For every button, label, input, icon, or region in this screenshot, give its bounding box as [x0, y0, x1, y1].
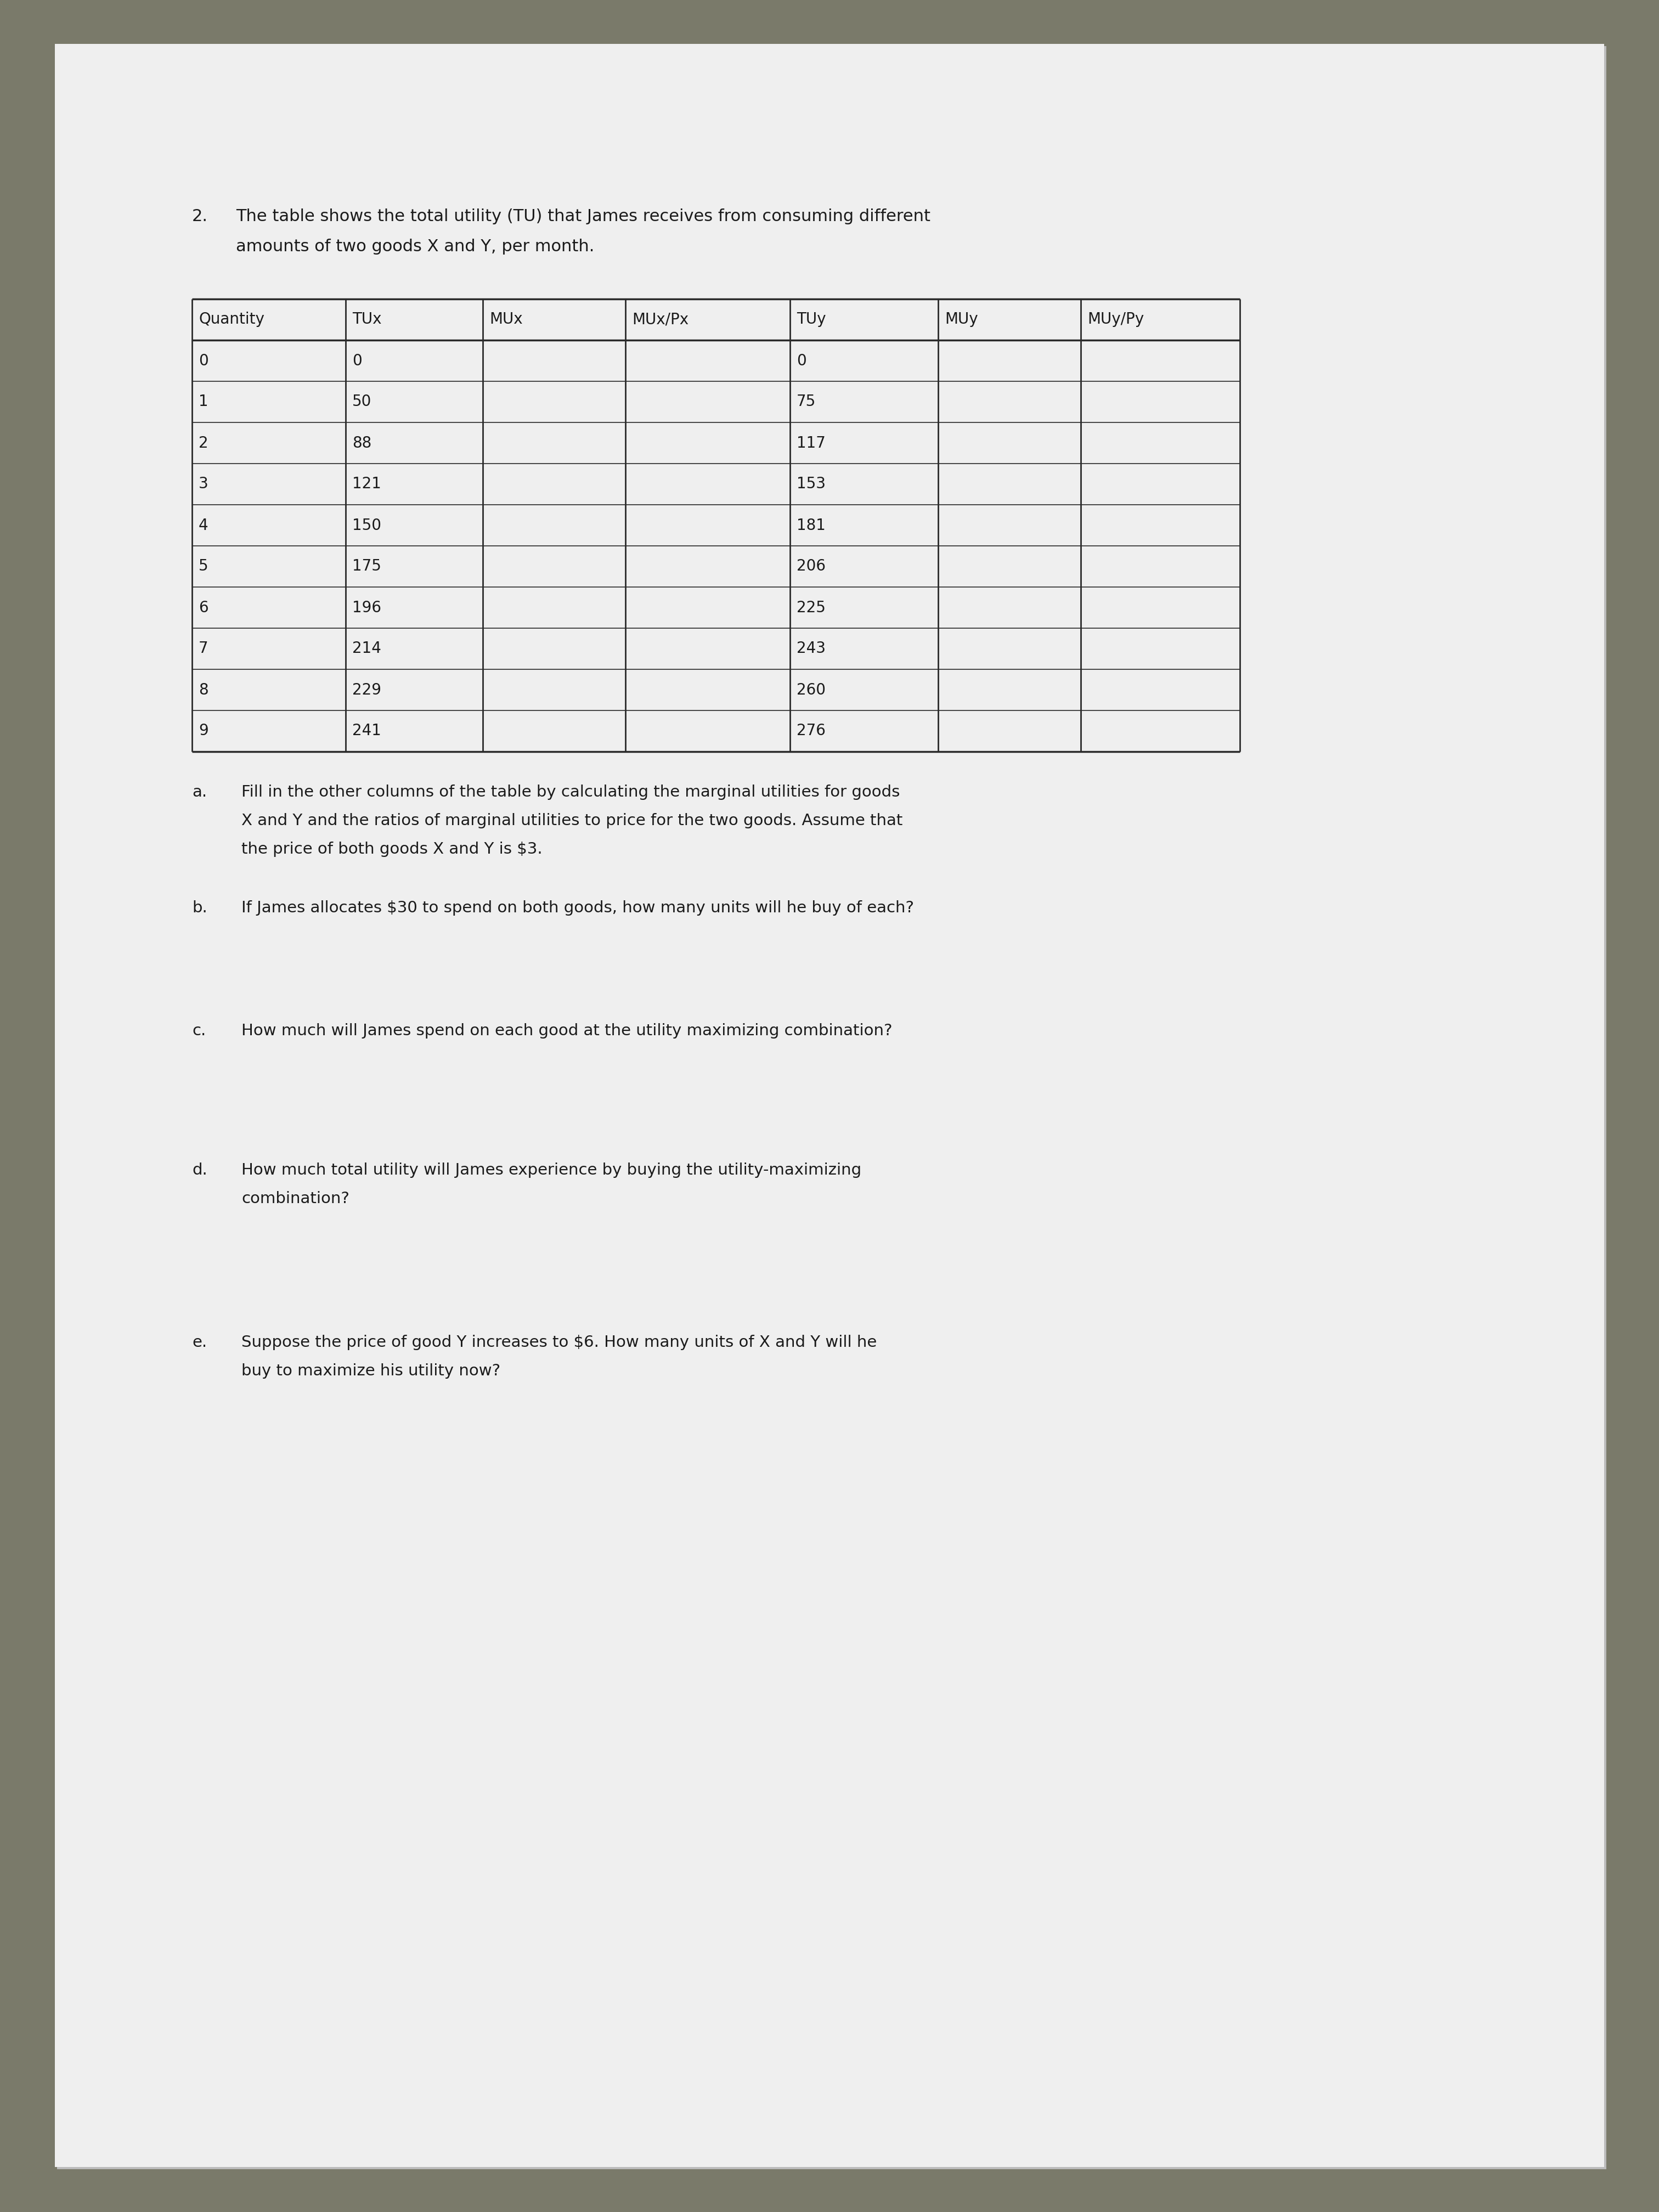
Text: 3: 3	[199, 476, 209, 491]
Text: a.: a.	[192, 785, 207, 801]
Text: 181: 181	[796, 518, 826, 533]
Text: 5: 5	[199, 560, 209, 575]
Text: 50: 50	[352, 394, 372, 409]
Text: 276: 276	[796, 723, 826, 739]
Text: MUx: MUx	[489, 312, 523, 327]
Text: MUy/Py: MUy/Py	[1087, 312, 1145, 327]
Text: 9: 9	[199, 723, 209, 739]
Text: amounts of two goods X and Y, per month.: amounts of two goods X and Y, per month.	[236, 239, 594, 254]
Text: 8: 8	[199, 681, 209, 697]
Text: 121: 121	[352, 476, 382, 491]
Text: combination?: combination?	[242, 1190, 350, 1206]
Text: 88: 88	[352, 436, 372, 451]
Text: 75: 75	[796, 394, 816, 409]
Text: 7: 7	[199, 641, 209, 657]
Text: 225: 225	[796, 599, 826, 615]
Text: 229: 229	[352, 681, 382, 697]
Text: 196: 196	[352, 599, 382, 615]
Text: 6: 6	[199, 599, 209, 615]
Text: 2: 2	[199, 436, 209, 451]
Text: the price of both goods X and Y is $3.: the price of both goods X and Y is $3.	[242, 841, 542, 856]
Text: 117: 117	[796, 436, 826, 451]
Text: 175: 175	[352, 560, 382, 575]
Text: If James allocates $30 to spend on both goods, how many units will he buy of eac: If James allocates $30 to spend on both …	[242, 900, 914, 916]
Text: Quantity: Quantity	[199, 312, 264, 327]
Text: 153: 153	[796, 476, 826, 491]
Text: How much total utility will James experience by buying the utility-maximizing: How much total utility will James experi…	[242, 1164, 861, 1177]
Text: e.: e.	[192, 1334, 207, 1349]
Text: buy to maximize his utility now?: buy to maximize his utility now?	[242, 1363, 501, 1378]
Text: TUy: TUy	[796, 312, 826, 327]
Text: 0: 0	[199, 354, 209, 369]
Text: 150: 150	[352, 518, 382, 533]
Text: MUy: MUy	[944, 312, 977, 327]
Text: The table shows the total utility (TU) that James receives from consuming differ: The table shows the total utility (TU) t…	[236, 208, 931, 223]
Text: Fill in the other columns of the table by calculating the marginal utilities for: Fill in the other columns of the table b…	[242, 785, 899, 801]
Text: MUx/Px: MUx/Px	[632, 312, 688, 327]
Text: 241: 241	[352, 723, 382, 739]
Text: d.: d.	[192, 1164, 207, 1177]
Text: 260: 260	[796, 681, 826, 697]
Text: TUx: TUx	[352, 312, 382, 327]
Text: Suppose the price of good Y increases to $6. How many units of X and Y will he: Suppose the price of good Y increases to…	[242, 1334, 878, 1349]
Text: 0: 0	[796, 354, 806, 369]
Text: c.: c.	[192, 1024, 206, 1037]
Text: How much will James spend on each good at the utility maximizing combination?: How much will James spend on each good a…	[242, 1024, 893, 1037]
Text: 4: 4	[199, 518, 209, 533]
Text: 206: 206	[796, 560, 826, 575]
Text: 2.: 2.	[192, 208, 207, 223]
Text: 1: 1	[199, 394, 209, 409]
Text: 0: 0	[352, 354, 362, 369]
Text: X and Y and the ratios of marginal utilities to price for the two goods. Assume : X and Y and the ratios of marginal utili…	[242, 814, 902, 830]
Text: b.: b.	[192, 900, 207, 916]
Text: 243: 243	[796, 641, 826, 657]
Text: 214: 214	[352, 641, 382, 657]
